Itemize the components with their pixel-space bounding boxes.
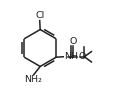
Text: Cl: Cl: [35, 11, 44, 20]
Text: O: O: [78, 52, 86, 61]
Text: NH₂: NH₂: [24, 75, 42, 84]
Text: NH: NH: [65, 52, 78, 61]
Text: O: O: [69, 37, 77, 46]
